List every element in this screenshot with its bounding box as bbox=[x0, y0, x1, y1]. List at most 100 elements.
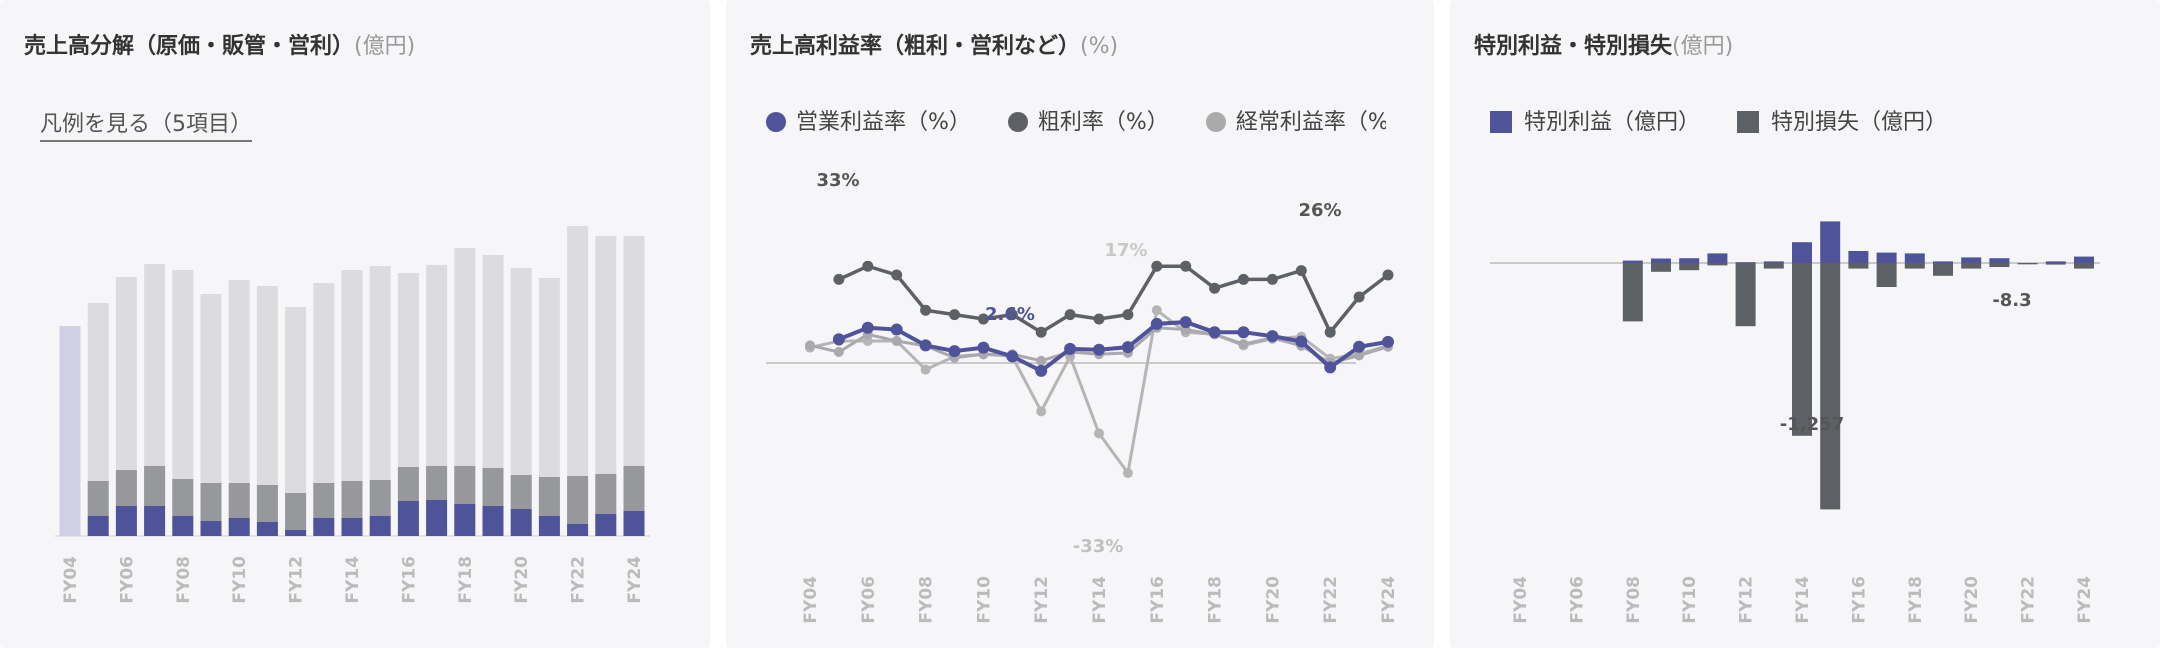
bar-segment-top bbox=[87, 303, 109, 536]
legend-item-ordinary-margin[interactable]: 経常利益率（%） bbox=[1205, 104, 1386, 136]
x-tick-label: FY06 bbox=[117, 556, 137, 604]
bar-gain bbox=[1989, 258, 2010, 263]
bar-segment-mid bbox=[87, 481, 109, 516]
x-tick-label: FY10 bbox=[974, 576, 994, 624]
legend-toggle-link[interactable]: 凡例を見る（5項目） bbox=[40, 106, 252, 142]
bar-segment-mid bbox=[256, 485, 278, 522]
data-point bbox=[920, 364, 931, 375]
bar-gain bbox=[1933, 261, 1953, 263]
data-label: 33% bbox=[816, 170, 859, 191]
legend-item-gross-margin[interactable]: 粗利率（%） bbox=[1007, 104, 1169, 136]
bar-segment-bottom bbox=[200, 521, 222, 536]
data-point bbox=[1093, 313, 1105, 325]
legend-item-extraordinary-loss[interactable]: 特別損失（億円） bbox=[1737, 104, 1947, 136]
bar-segment-bottom bbox=[228, 518, 250, 536]
bar-segment-mid bbox=[567, 476, 589, 524]
x-tick-label: FY08 bbox=[174, 556, 194, 604]
bar-loss bbox=[2017, 263, 2038, 265]
data-point bbox=[1295, 265, 1307, 277]
bar-gain bbox=[1961, 257, 1982, 263]
x-tick-label: FY18 bbox=[1206, 576, 1226, 624]
data-point bbox=[890, 323, 903, 336]
x-tick-label: FY08 bbox=[917, 576, 937, 624]
bar-segment-mid bbox=[397, 467, 419, 501]
bar-segment-mid bbox=[454, 466, 476, 504]
bar-segment-mid bbox=[228, 483, 250, 518]
bar-segment-top bbox=[595, 236, 617, 536]
data-point bbox=[1036, 355, 1047, 366]
bar-segment-mid bbox=[172, 479, 194, 516]
stacked-bar-chart: FY04 FY06 FY08 FY10 FY12 FY14 FY16 FY18 FY20 FY22… bbox=[55, 226, 650, 604]
bar-loss bbox=[1933, 263, 1953, 276]
bar-loss bbox=[2045, 263, 2066, 265]
bar-segment-mid bbox=[510, 475, 532, 509]
data-point bbox=[1035, 364, 1048, 377]
x-tick-label: FY22 bbox=[2019, 576, 2039, 624]
x-tick-label: FY20 bbox=[1962, 576, 1982, 624]
x-tick-label: FY12 bbox=[1032, 576, 1052, 624]
bar-segment-bottom bbox=[369, 516, 391, 536]
bar-segment-bottom bbox=[426, 500, 448, 536]
x-tick-label: FY24 bbox=[1379, 576, 1399, 624]
bar-loss bbox=[1763, 263, 1784, 269]
data-point bbox=[1151, 305, 1162, 316]
data-point bbox=[1151, 260, 1163, 272]
bar-gain bbox=[1848, 251, 1869, 263]
bar-loss bbox=[1848, 263, 1869, 269]
series-line-gross-margin bbox=[838, 264, 1390, 336]
data-point bbox=[1122, 468, 1133, 478]
data-point bbox=[1353, 340, 1366, 353]
bar-segment-bottom bbox=[397, 501, 419, 536]
bar-segment-bottom bbox=[538, 516, 560, 536]
bar-loss bbox=[1679, 263, 1700, 271]
data-point bbox=[805, 340, 815, 351]
bar-segment-top bbox=[454, 248, 476, 536]
bar-segment-bottom bbox=[510, 509, 532, 536]
data-point bbox=[1209, 282, 1221, 294]
bar-segment-top bbox=[510, 268, 532, 536]
data-label: 17% bbox=[1104, 240, 1147, 261]
x-tick-label: FY20 bbox=[1263, 576, 1283, 624]
data-point bbox=[1150, 317, 1163, 330]
bar-segment-top bbox=[256, 286, 278, 536]
bar-loss bbox=[1989, 263, 2010, 267]
panel-title: 売上高分解（原価・販管・営利）(億円) bbox=[24, 34, 416, 59]
revenue-breakdown-panel: 売上高分解（原価・販管・営利）(億円) 凡例を見る（5項目） FY04 FY06 F… bbox=[0, 0, 710, 648]
data-point bbox=[862, 260, 874, 272]
bar-gain bbox=[2045, 261, 2066, 263]
bar-gain bbox=[2074, 256, 2094, 263]
x-tick-label: FY18 bbox=[456, 556, 476, 604]
bar-gain bbox=[1651, 258, 1671, 263]
x-tick-label: FY16 bbox=[1849, 576, 1869, 624]
bar-segment-top bbox=[228, 280, 250, 536]
x-tick-label: FY16 bbox=[1148, 576, 1168, 624]
x-tick-label: FY22 bbox=[569, 556, 589, 604]
bar-segment-top bbox=[313, 283, 335, 536]
bar-loss bbox=[2074, 263, 2094, 269]
bar-gain bbox=[1763, 261, 1784, 263]
data-point bbox=[891, 269, 903, 281]
data-point bbox=[919, 339, 932, 352]
legend-item-operating-margin[interactable]: 営業利益率（%） bbox=[766, 104, 971, 136]
bar-segment-mid bbox=[538, 477, 560, 516]
diverging-bar-chart: FY04 FY06 FY08 FY10 FY12 FY14 FY16 FY18 FY20 FY22… bbox=[1490, 221, 2100, 624]
bar-gain bbox=[1679, 258, 1700, 263]
data-point bbox=[1295, 335, 1308, 348]
legend-item-extraordinary-gain[interactable]: 特別利益（億円） bbox=[1490, 104, 1700, 136]
data-point bbox=[1035, 326, 1047, 338]
bar-segment-bottom bbox=[454, 504, 476, 536]
data-point bbox=[920, 304, 932, 316]
bar-segment-bottom bbox=[482, 506, 504, 536]
bar-segment-mid bbox=[200, 483, 222, 521]
x-tick-label: FY14 bbox=[1090, 576, 1110, 624]
data-point bbox=[891, 336, 902, 346]
data-point bbox=[1006, 350, 1019, 363]
bar-segment-top bbox=[200, 294, 222, 536]
data-label: 26% bbox=[1298, 200, 1341, 221]
bar-segment-top bbox=[623, 236, 645, 536]
bar-segment-bottom bbox=[567, 524, 589, 536]
bar-segment-bottom bbox=[313, 518, 335, 536]
x-tick-label: FY14 bbox=[1793, 576, 1813, 624]
data-point bbox=[1238, 273, 1249, 285]
data-point bbox=[1180, 260, 1192, 272]
